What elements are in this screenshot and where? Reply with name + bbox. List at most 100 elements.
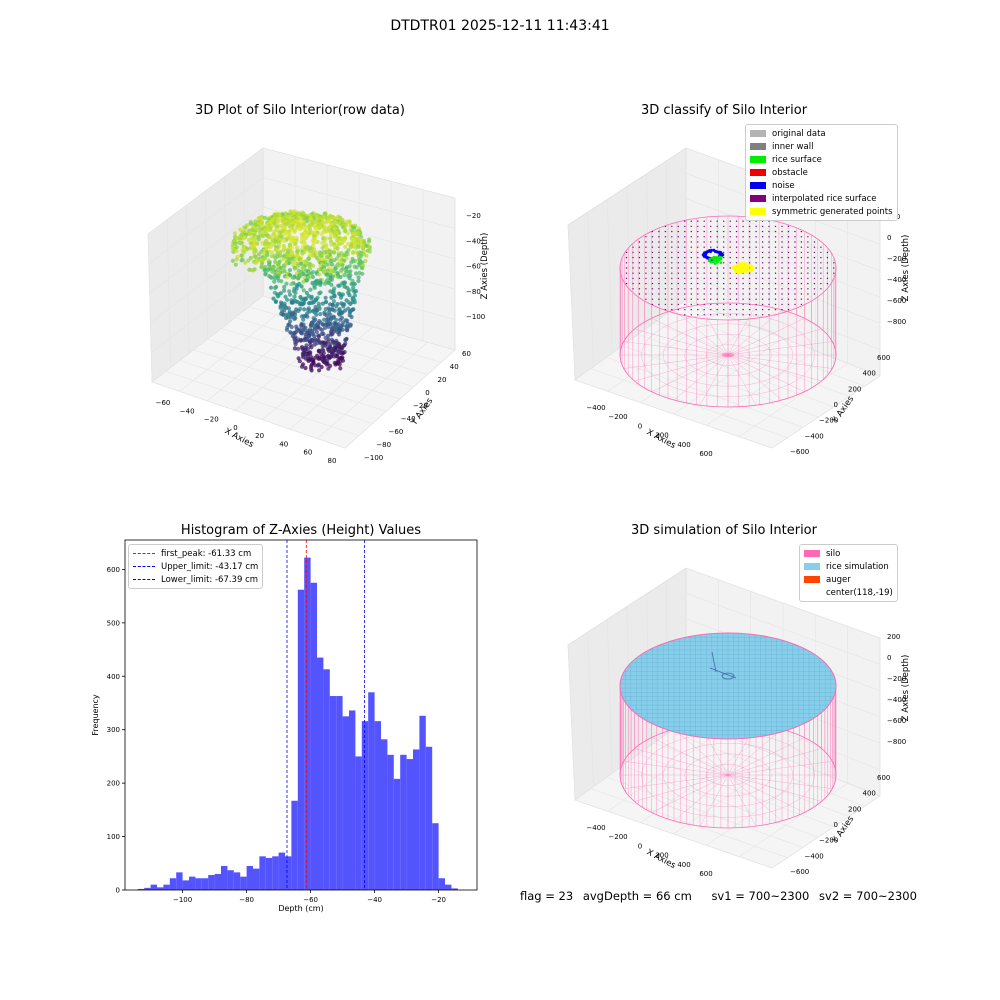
cls-interpolated-point [723, 251, 725, 254]
legend-entry: interpolated rice surface [750, 192, 893, 205]
raw-data-point [296, 308, 301, 313]
raw-data-point [292, 229, 297, 234]
sim-y-tick: 200 [848, 805, 861, 813]
cls-interpolated-point [813, 262, 816, 264]
raw-data-point [305, 219, 310, 224]
sim-grid-line [574, 799, 773, 869]
raw-data-point [252, 250, 257, 255]
raw-data-point [302, 307, 307, 312]
raw-data-point [337, 362, 342, 367]
raw-data-point [238, 241, 243, 246]
cls-interpolated-point [723, 314, 725, 316]
cls-interpolated-point [671, 293, 673, 295]
raw-data-point [304, 338, 309, 343]
legend-entry: inner wall [750, 140, 893, 153]
legend-label: silo [826, 548, 841, 559]
cls-interpolated-point [781, 308, 783, 311]
raw-z-tick: −80 [466, 288, 481, 296]
cls-interpolated-point [658, 262, 660, 264]
cls-symmetric-point [732, 267, 736, 270]
sim-grid-line [738, 783, 848, 857]
raw-data-point [311, 247, 317, 252]
cls-interpolated-point [748, 293, 751, 295]
raw-data-point [275, 294, 280, 299]
raw-data-point [323, 295, 328, 300]
cls-interpolated-point [651, 236, 654, 238]
cls-interpolated-point [774, 308, 777, 311]
raw-data-point [345, 328, 350, 333]
cls-interpolated-point [684, 303, 686, 306]
cls-interpolated-point [690, 272, 692, 274]
cls-interpolated-point [645, 293, 647, 295]
cls-interpolated-point [742, 314, 744, 316]
raw-data-point [332, 308, 337, 313]
histogram-bar [355, 756, 362, 890]
cls-interpolated-point [723, 277, 725, 280]
cls-interpolated-point [651, 293, 654, 295]
raw-data-point [287, 289, 292, 294]
raw-data-point [329, 295, 334, 300]
raw-data-point [310, 263, 316, 268]
raw-data-point [273, 285, 278, 290]
cls-x-tick: 600 [699, 450, 712, 458]
raw-data-point [308, 287, 313, 292]
cls-interpolated-point [761, 272, 764, 274]
raw-data-point [322, 281, 328, 286]
histogram-bar [195, 878, 202, 890]
raw-data-point [332, 258, 337, 263]
raw-data-point [287, 268, 292, 273]
cls-interpolated-point [742, 236, 744, 238]
cls-interpolated-point [710, 236, 712, 238]
cls-interpolated-point [710, 241, 712, 243]
cls-interpolated-point [729, 220, 731, 222]
cls-interpolated-point [716, 225, 718, 228]
cls-interpolated-point [729, 314, 731, 316]
raw-data-point [299, 284, 304, 289]
cls-interpolated-point [774, 262, 777, 264]
cls-interpolated-point [645, 277, 647, 280]
sim-z-tick: 0 [887, 654, 891, 662]
cls-interpolated-point [774, 256, 777, 259]
histogram-bar [406, 759, 413, 890]
cls-interpolated-point [735, 246, 738, 248]
cls-interpolated-point [768, 256, 770, 259]
cls-interpolated-point [787, 288, 790, 290]
raw-data-point [344, 269, 349, 274]
raw-data-point [307, 266, 313, 271]
raw-data-point [289, 300, 294, 305]
cls-interpolated-point [703, 262, 705, 264]
raw-data-point [286, 306, 291, 311]
raw-data-point [312, 342, 317, 347]
legend-entry: rice surface [750, 153, 893, 166]
cls-interpolated-point [787, 241, 790, 243]
raw-data-point [246, 258, 251, 263]
raw-data-point [282, 264, 287, 269]
histogram-bar [176, 872, 183, 890]
raw-data-point [364, 253, 369, 258]
histogram-bar [310, 582, 317, 890]
raw-data-point [331, 250, 337, 255]
raw-data-point [318, 282, 323, 287]
raw-data-point [233, 262, 238, 267]
cls-interpolated-point [664, 246, 667, 248]
cls-symmetric-point [743, 262, 746, 266]
cls-interpolated-point [761, 277, 764, 280]
cls-interpolated-point [671, 236, 673, 238]
cls-interpolated-point [723, 246, 725, 248]
cls-interpolated-point [826, 272, 829, 274]
cls-interpolated-point [684, 251, 686, 254]
cls-interpolated-point [664, 236, 667, 238]
cls-interpolated-point [716, 272, 718, 274]
sim-grid-line [567, 644, 576, 801]
raw-y-tick: 60 [462, 350, 471, 358]
legend-entry: center(118,-19) [804, 586, 893, 599]
cls-interpolated-point [781, 282, 783, 285]
raw-data-point [338, 295, 344, 300]
cls-interpolated-point [651, 282, 654, 285]
raw-data-point [299, 302, 304, 307]
cls-x-tick: −400 [586, 404, 605, 412]
cls-interpolated-point [768, 230, 770, 233]
cls-interpolated-point [794, 267, 796, 269]
cls-interpolated-point [807, 251, 809, 254]
